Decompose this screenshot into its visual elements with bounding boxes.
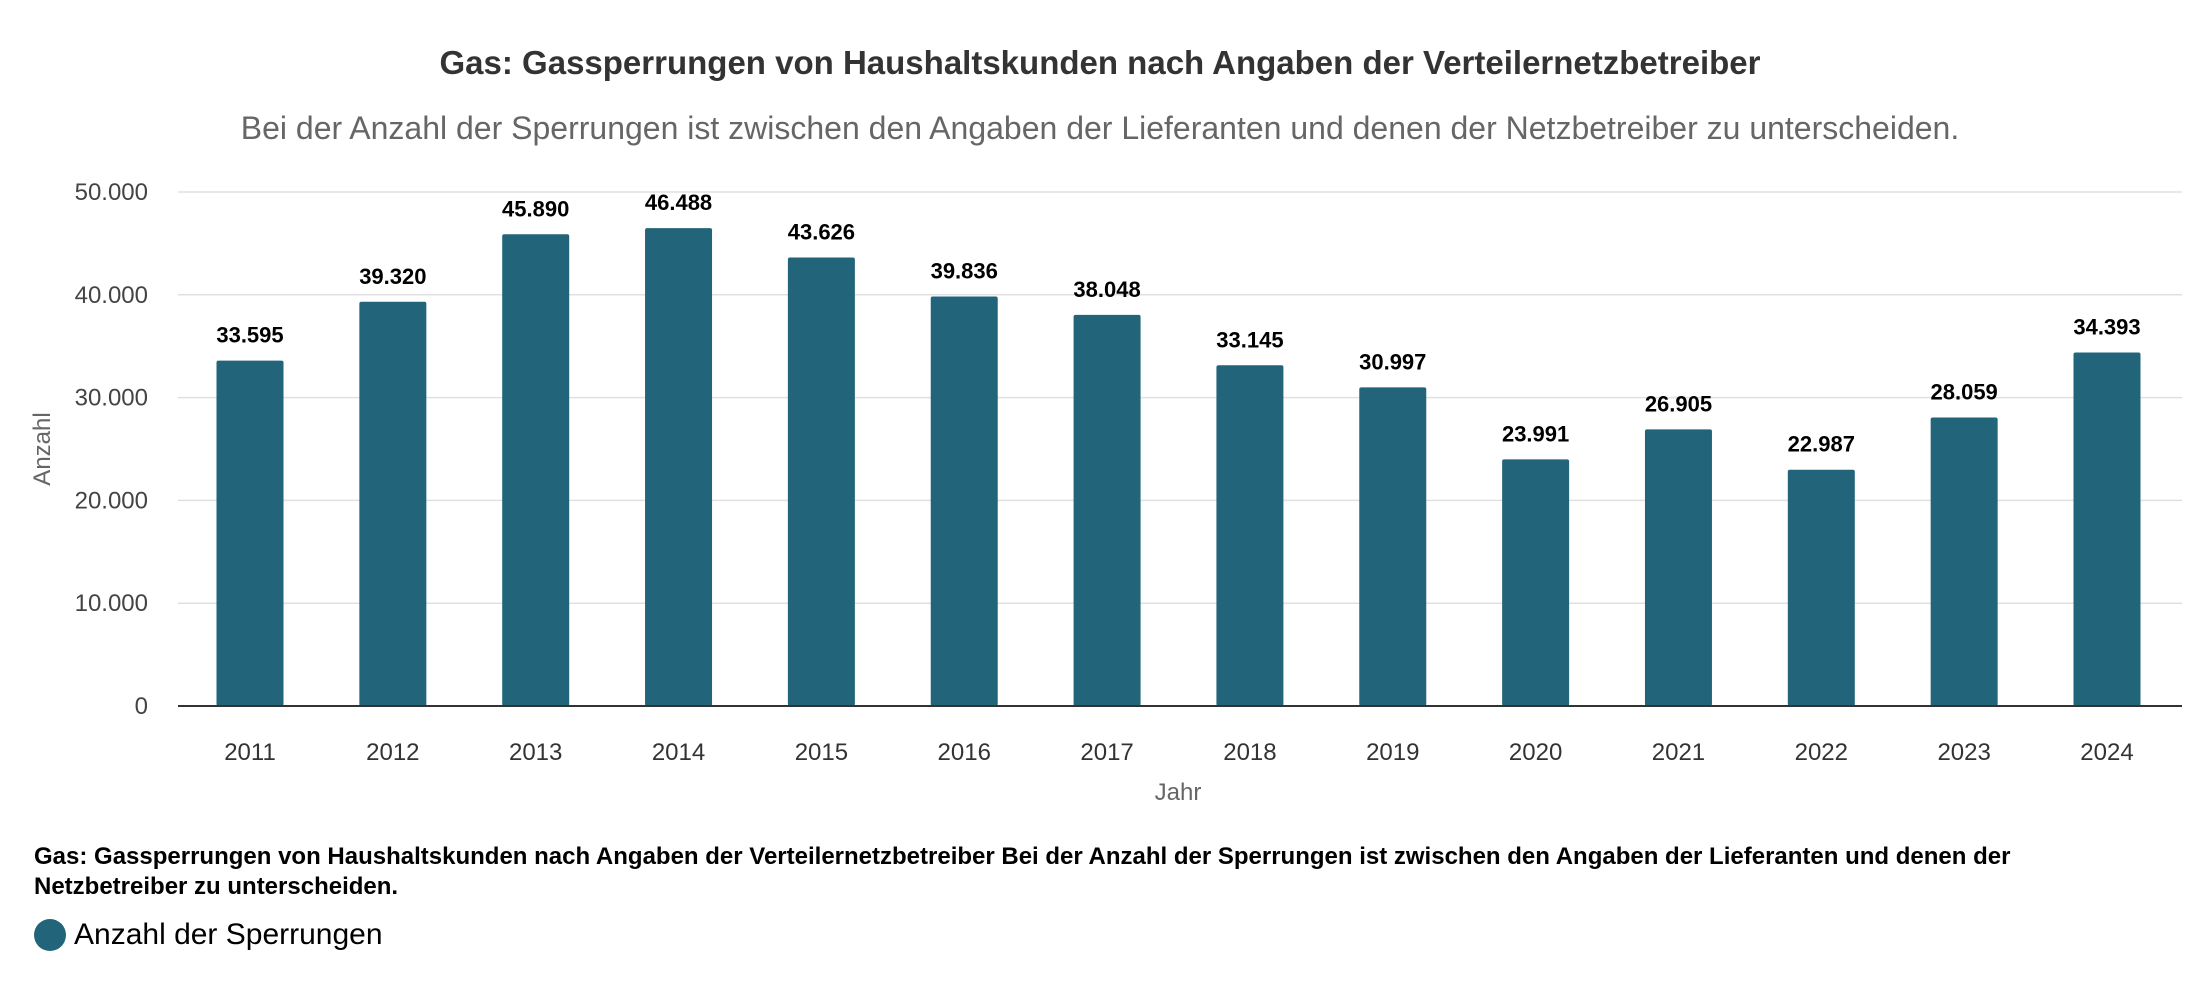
y-tick-label: 30.000 xyxy=(75,385,148,412)
data-label: 34.393 xyxy=(2073,314,2140,339)
y-tick-label: 40.000 xyxy=(75,282,148,309)
bar xyxy=(1930,417,1998,706)
chart-caption: Gas: Gassperrungen von Haushaltskunden n… xyxy=(34,843,2011,900)
data-label: 45.890 xyxy=(502,196,569,221)
legend-label: Anzahl der Sperrungen xyxy=(74,918,383,951)
bar xyxy=(645,228,713,706)
chart-title: Gas: Gassperrungen von Haushaltskunden n… xyxy=(439,44,1761,81)
bar xyxy=(216,360,284,706)
x-tick-label: 2013 xyxy=(509,739,562,766)
y-tick-label: 50.000 xyxy=(75,179,148,206)
bar-chart: Anzahl Jahr 0 10.000 20.000 30.000 40.000 50.… xyxy=(29,179,2182,806)
x-tick-label: 2021 xyxy=(1652,739,1705,766)
x-tick-label: 2014 xyxy=(652,739,705,766)
x-axis-label: Jahr xyxy=(1155,779,1202,806)
bar xyxy=(1644,429,1712,706)
x-tick-label: 2015 xyxy=(795,739,848,766)
data-label: 46.488 xyxy=(645,190,712,215)
y-tick-label: 20.000 xyxy=(75,487,148,514)
x-tick-label: 2018 xyxy=(1223,739,1276,766)
bar xyxy=(1216,365,1284,706)
bar xyxy=(359,301,427,706)
bar xyxy=(1359,387,1427,706)
data-label: 22.987 xyxy=(1788,432,1855,457)
x-tick-label: 2024 xyxy=(2080,739,2133,766)
y-axis-label: Anzahl xyxy=(29,412,56,485)
data-label: 33.145 xyxy=(1216,327,1283,352)
bar xyxy=(1787,469,1855,706)
bar xyxy=(930,296,998,706)
x-tick-label: 2022 xyxy=(1795,739,1848,766)
x-tick-label: 2017 xyxy=(1080,739,1133,766)
bar xyxy=(787,257,855,706)
x-tick-label: 2016 xyxy=(938,739,991,766)
bar xyxy=(1502,459,1570,706)
bar xyxy=(502,234,570,706)
x-tick-label: 2019 xyxy=(1366,739,1419,766)
bar xyxy=(2073,352,2141,706)
data-label: 43.626 xyxy=(788,220,855,245)
data-label: 33.595 xyxy=(216,323,283,348)
data-label: 23.991 xyxy=(1502,421,1569,446)
y-tick-label: 10.000 xyxy=(75,590,148,617)
legend-marker-icon xyxy=(34,919,66,951)
x-tick-label: 2020 xyxy=(1509,739,1562,766)
chart-subtitle: Bei der Anzahl der Sperrungen ist zwisch… xyxy=(240,110,1960,146)
legend: Anzahl der Sperrungen xyxy=(34,918,383,952)
data-label: 39.320 xyxy=(359,264,426,289)
x-tick-label: 2012 xyxy=(366,739,419,766)
data-label: 39.836 xyxy=(931,258,998,283)
y-tick-label: 0 xyxy=(135,693,148,720)
data-label: 28.059 xyxy=(1931,380,1998,405)
data-label: 26.905 xyxy=(1645,391,1712,416)
data-label: 30.997 xyxy=(1359,349,1426,374)
x-tick-label: 2011 xyxy=(224,739,276,766)
x-tick-label: 2023 xyxy=(1937,739,1990,766)
bar xyxy=(1073,314,1141,706)
data-label: 38.048 xyxy=(1073,277,1140,302)
